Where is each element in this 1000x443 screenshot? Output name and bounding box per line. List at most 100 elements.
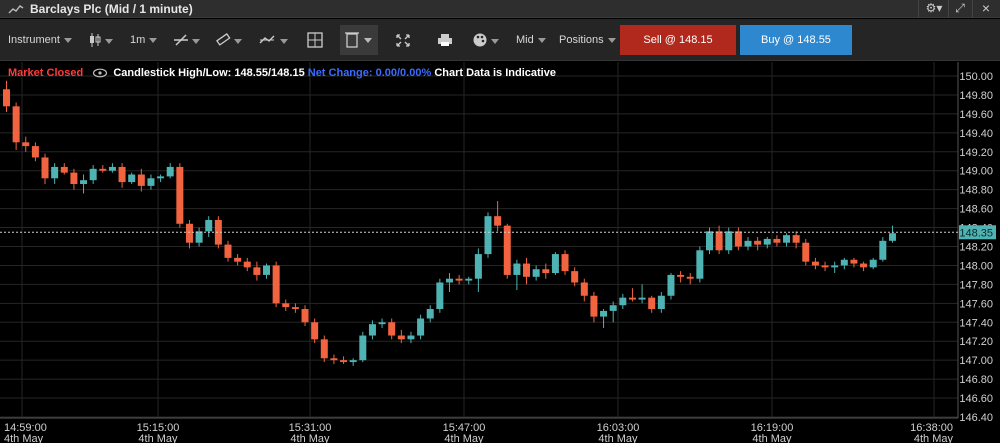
candle-up <box>465 278 473 281</box>
sell-button[interactable]: Sell @ 148.15 <box>620 25 736 55</box>
theme-dropdown[interactable] <box>472 31 502 49</box>
candle-down <box>754 240 762 245</box>
y-tick-label: 146.80 <box>959 374 993 386</box>
candle-up <box>725 231 733 251</box>
candle-down <box>137 174 145 186</box>
x-tick-date: 4th May <box>598 433 638 443</box>
positions-dropdown[interactable]: Positions <box>559 31 616 49</box>
candle-down <box>301 309 309 323</box>
print-button[interactable] <box>437 31 453 49</box>
title-separator <box>948 0 949 18</box>
candle-down <box>715 231 723 251</box>
close-icon[interactable]: × <box>981 0 991 16</box>
candle-up <box>783 235 791 243</box>
candle-down <box>542 269 550 274</box>
candle-down <box>580 282 588 296</box>
y-tick-label: 147.00 <box>959 355 993 367</box>
chart-type-dropdown[interactable] <box>88 31 114 49</box>
chevron-down-icon <box>537 37 546 43</box>
candle-up <box>619 297 627 306</box>
interval-label: 1m <box>130 34 146 46</box>
indicators-dropdown[interactable] <box>172 31 202 49</box>
candle-down <box>455 278 463 281</box>
candle-up <box>657 295 665 310</box>
candle-down <box>176 166 184 224</box>
candle-up <box>205 219 213 232</box>
fullscreen-button[interactable] <box>395 31 411 49</box>
current-price-label: 148.35 <box>959 227 993 239</box>
candle-up <box>484 216 492 255</box>
current-price-badge <box>959 225 996 240</box>
y-tick-label: 150.00 <box>959 71 993 83</box>
candle-down <box>561 254 569 272</box>
buy-button[interactable]: Buy @ 148.55 <box>740 25 852 55</box>
candle-down <box>494 216 502 226</box>
candle-down <box>22 142 30 147</box>
title-separator <box>972 0 973 18</box>
y-tick-label: 147.60 <box>959 298 993 310</box>
candle-down <box>811 261 819 266</box>
settings-gear-icon[interactable]: ⚙▾ <box>925 1 943 15</box>
chevron-down-icon <box>149 37 158 43</box>
x-tick-date: 4th May <box>444 433 484 443</box>
y-tick-label: 149.40 <box>959 128 993 140</box>
candle-up <box>157 176 165 179</box>
candle-down <box>3 89 10 107</box>
candle-down <box>397 335 405 340</box>
title-separator <box>918 0 919 18</box>
candle-down <box>41 157 49 179</box>
indicative-note: Chart Data is Indicative <box>434 67 556 79</box>
candle-up <box>80 180 88 184</box>
candle-down <box>60 166 68 173</box>
chart-area[interactable]: 150.00 149.80 149.60 149.40 149.20 149.00 148.… <box>0 62 1000 443</box>
grid-layout-icon <box>307 32 323 48</box>
interval-dropdown[interactable]: 1m <box>130 31 158 49</box>
y-tick-label: 148.20 <box>959 242 993 254</box>
chart-toolbar: Instrument 1m <box>0 19 1000 61</box>
y-tick-label: 149.60 <box>959 109 993 121</box>
x-tick-time: 15:31:00 <box>289 422 332 434</box>
candle-down <box>734 231 742 247</box>
instrument-dropdown[interactable]: Instrument <box>8 31 72 49</box>
candle-up <box>744 240 752 247</box>
candle-up <box>263 265 271 275</box>
layout-button[interactable] <box>307 31 323 49</box>
candle-down <box>70 172 78 184</box>
x-tick-date: 4th May <box>752 433 792 443</box>
candle-down <box>388 322 396 336</box>
candle-up <box>474 254 482 279</box>
ruler-pencil-icon <box>216 33 242 46</box>
candle-down <box>686 276 694 279</box>
candle-down <box>590 295 598 317</box>
candle-up <box>763 238 771 245</box>
compare-dropdown[interactable] <box>258 31 290 49</box>
candle-down <box>628 297 636 300</box>
eye-icon[interactable] <box>92 68 108 78</box>
candle-up <box>513 263 521 275</box>
candle-down <box>860 263 868 268</box>
candle-up <box>349 360 357 363</box>
candle-up <box>888 233 896 241</box>
positions-label: Positions <box>559 34 604 46</box>
candle-high-low: Candlestick High/Low: 148.55/148.15 <box>113 67 305 79</box>
drawing-tools-dropdown[interactable] <box>214 31 244 49</box>
candle-up <box>705 231 713 251</box>
candle-down <box>523 263 531 277</box>
candle-up <box>166 166 174 177</box>
window-titlebar: Barclays Plc (Mid / 1 minute) ⚙▾ ⤢ × <box>0 0 1000 18</box>
y-tick-label: 148.00 <box>959 260 993 272</box>
expand-icon[interactable]: ⤢ <box>955 1 965 15</box>
candle-up <box>359 335 367 361</box>
x-tick-date: 4th May <box>914 433 954 443</box>
x-tick-date: 4th May <box>138 433 178 443</box>
trash-icon <box>345 32 372 48</box>
window-title: Barclays Plc (Mid / 1 minute) <box>30 2 193 16</box>
candle-down <box>272 265 280 304</box>
x-tick-time: 16:38:00 <box>910 422 953 434</box>
market-status: Market Closed <box>8 67 84 79</box>
delete-dropdown[interactable] <box>340 25 378 55</box>
candlestick-chart[interactable]: 150.00 149.80 149.60 149.40 149.20 149.00 148.… <box>0 62 1000 443</box>
y-tick-label: 149.80 <box>959 90 993 102</box>
chart-infobar: Market Closed Candlestick High/Low: 148.… <box>8 67 556 79</box>
price-type-dropdown[interactable]: Mid <box>516 31 546 49</box>
